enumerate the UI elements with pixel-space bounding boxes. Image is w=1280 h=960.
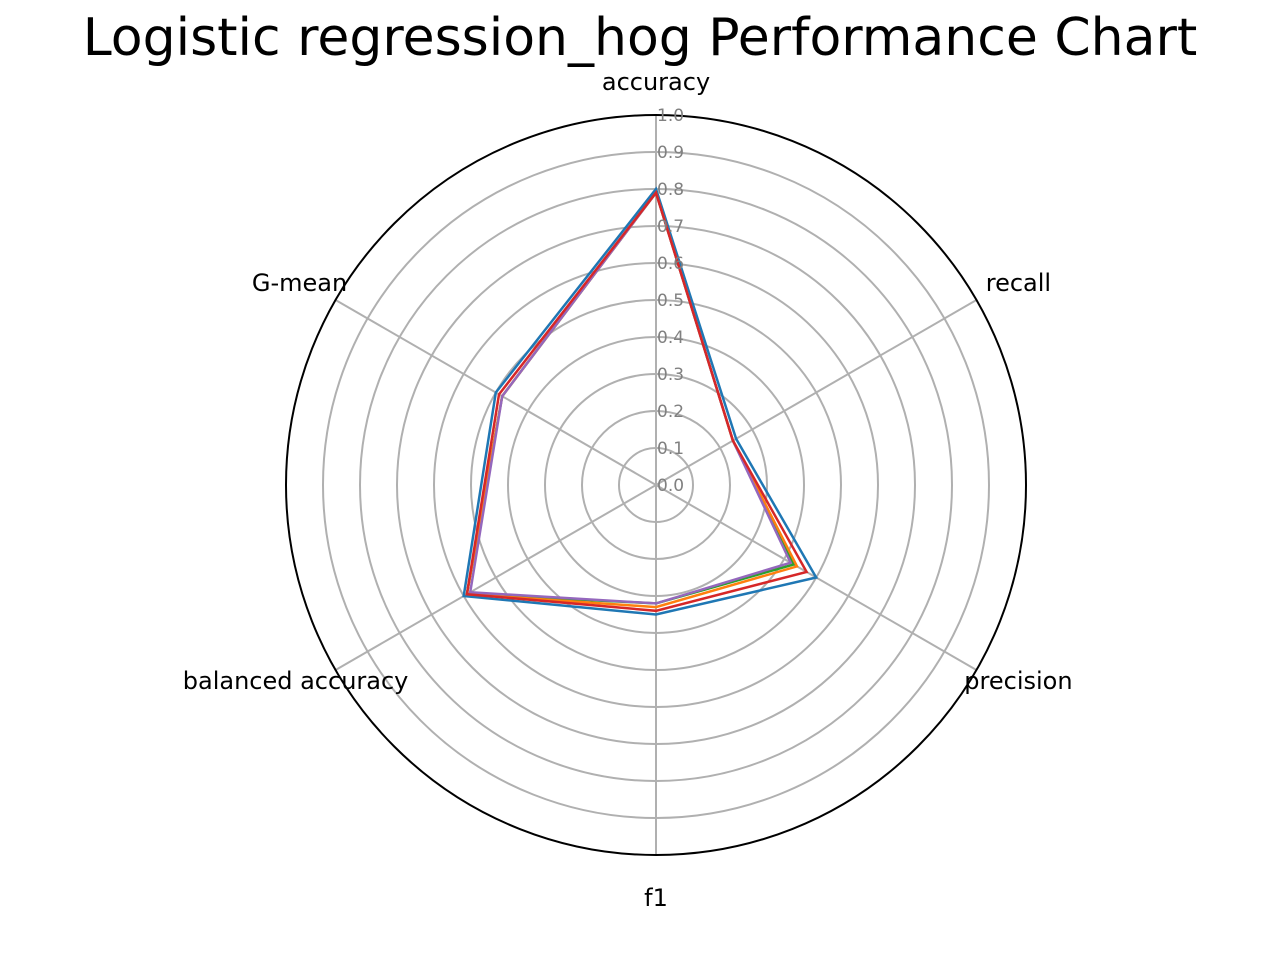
r-tick-label: 0.0 xyxy=(657,476,684,496)
r-tick-label: 0.3 xyxy=(657,365,684,385)
r-tick-label: 0.9 xyxy=(657,143,684,163)
r-tick-label: 1.0 xyxy=(657,106,684,126)
series-line-3 xyxy=(465,190,799,609)
r-tick-label: 0.7 xyxy=(657,217,684,237)
r-tick-label: 0.1 xyxy=(657,439,684,459)
series-layer xyxy=(462,186,819,616)
labels: 0.0 0.1 0.2 0.3 0.4 0.5 0.6 0.7 0.8 0.9 1.0 accurac… xyxy=(183,68,1073,912)
series-line-5 xyxy=(465,190,809,613)
grid-spoke xyxy=(335,484,657,671)
axis-label: recall xyxy=(986,269,1051,297)
grid-spoke xyxy=(655,299,977,486)
series-line-1 xyxy=(462,186,819,616)
series-line-2 xyxy=(465,190,796,605)
r-tick-label: 0.2 xyxy=(657,402,684,422)
r-tick-label: 0.8 xyxy=(657,180,684,200)
axis-label: G-mean xyxy=(252,269,347,297)
r-tick-label: 0.5 xyxy=(657,291,684,311)
chart-title: Logistic regression_hog Performance Char… xyxy=(82,8,1198,68)
r-tick-label: 0.4 xyxy=(657,328,684,348)
axis-label: accuracy xyxy=(602,68,710,96)
grid xyxy=(285,114,1027,856)
axis-label: precision xyxy=(964,667,1072,695)
axis-label: f1 xyxy=(644,884,668,912)
r-tick-label: 0.6 xyxy=(657,254,684,274)
axis-label: balanced accuracy xyxy=(183,667,409,695)
polar-frame xyxy=(285,114,1027,856)
